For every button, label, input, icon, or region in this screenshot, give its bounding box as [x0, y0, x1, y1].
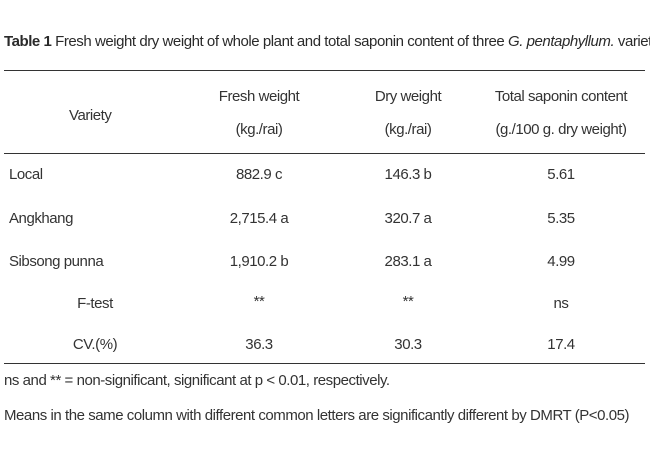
footnote-dmrt: Means in the same column with different … — [4, 407, 630, 424]
row-angkhang-variety: Angkhang — [9, 210, 73, 227]
cv-dry: 30.3 — [394, 336, 422, 353]
table-bottom-rule — [4, 363, 645, 364]
cv-fresh: 36.3 — [245, 336, 273, 353]
row-local-variety: Local — [9, 166, 43, 183]
row-angkhang-dry: 320.7 a — [384, 210, 432, 227]
caption-text: Fresh weight dry weight of whole plant a… — [51, 33, 508, 50]
row-local-dry: 146.3 b — [384, 166, 432, 183]
row-local-saponin: 5.61 — [547, 166, 575, 183]
header-fresh-weight: Fresh weight — [218, 88, 300, 105]
cv-saponin: 17.4 — [547, 336, 575, 353]
row-sibsong-variety: Sibsong punna — [9, 253, 104, 270]
row-angkhang-fresh: 2,715.4 a — [229, 210, 289, 227]
row-sibsong-dry: 283.1 a — [384, 253, 432, 270]
ftest-dry: ** — [402, 293, 414, 310]
footnote-significance: ns and ** = non-significant, significant… — [4, 372, 390, 389]
ftest-fresh: ** — [253, 293, 265, 310]
row-sibsong-saponin: 4.99 — [547, 253, 575, 270]
row-sibsong-fresh: 1,910.2 b — [229, 253, 289, 270]
header-fresh-weight-unit: (kg./rai) — [235, 121, 283, 138]
ftest-saponin: ns — [553, 295, 569, 312]
table-caption: Table 1 Fresh weight dry weight of whole… — [4, 33, 650, 50]
header-dry-weight: Dry weight — [374, 88, 442, 105]
table-label: Table 1 — [4, 33, 52, 50]
header-bottom-rule — [4, 153, 645, 154]
table-top-rule — [4, 70, 645, 71]
ftest-label: F-test — [77, 295, 113, 312]
row-angkhang-saponin: 5.35 — [547, 210, 575, 227]
header-saponin: Total saponin content — [494, 88, 628, 105]
caption-text-end: varieties. — [617, 33, 650, 50]
cv-label: CV.(%) — [72, 336, 118, 353]
header-dry-weight-unit: (kg./rai) — [384, 121, 432, 138]
header-variety: Variety — [69, 107, 112, 124]
header-saponin-unit: (g./100 g. dry weight) — [495, 121, 627, 138]
species-name: G. pentaphyllum. — [508, 33, 615, 50]
row-local-fresh: 882.9 c — [235, 166, 283, 183]
